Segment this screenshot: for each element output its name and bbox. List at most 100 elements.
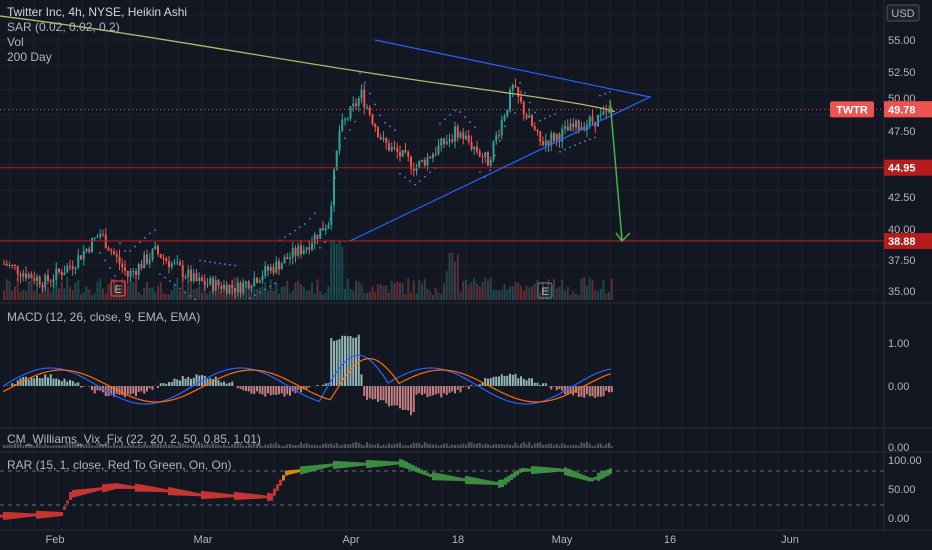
vix-bar: [333, 445, 335, 448]
vix-bar: [217, 444, 220, 448]
macd-bar: [242, 386, 245, 391]
legend-title[interactable]: Twitter Inc, 4h, NYSE, Heikin Ashi: [7, 5, 188, 19]
volume-bar: [451, 252, 454, 300]
rar-segment: [288, 470, 291, 475]
sar-dot: [304, 223, 306, 225]
rar-segment: [6, 512, 9, 520]
legend-vol[interactable]: Vol: [7, 35, 24, 49]
rar-segment: [81, 489, 84, 496]
candle: [478, 151, 481, 157]
rar-segment: [402, 460, 405, 468]
vix-bar: [239, 442, 242, 448]
candle: [294, 247, 297, 256]
vix-bar: [506, 444, 509, 448]
macd-bar: [517, 378, 520, 386]
macd-bar: [170, 381, 173, 386]
volume-bar: [599, 288, 602, 300]
macd-bar: [459, 386, 462, 393]
rar-segment: [156, 487, 159, 492]
legend-ma[interactable]: 200 Day: [7, 50, 52, 64]
sar-dot: [109, 267, 111, 269]
event-marker-box: [537, 282, 553, 299]
vix-bar: [283, 445, 286, 448]
macd-bar: [47, 377, 49, 386]
vix-bar: [379, 445, 382, 448]
volume-bar: [132, 282, 135, 300]
rar-segment: [399, 459, 402, 468]
macd-bar: [333, 340, 335, 386]
macd-bar: [580, 386, 583, 397]
candle: [404, 150, 407, 153]
sar-dot: [604, 92, 606, 95]
rar-segment: [468, 476, 471, 485]
rar-axis-tick: 0.00: [888, 513, 909, 525]
rar-segment: [120, 483, 123, 489]
volume-bar: [220, 291, 223, 300]
macd-bar: [451, 386, 454, 392]
macd-bar: [377, 386, 379, 402]
candle: [71, 266, 74, 270]
macd-bar: [610, 386, 613, 393]
rar-segment: [351, 461, 354, 467]
rar-segment: [582, 474, 585, 480]
rar-segment: [528, 468, 531, 472]
rar-segment: [504, 477, 507, 485]
legend-sar[interactable]: SAR (0.02, 0.02, 0.2): [7, 20, 120, 34]
rar-segment: [483, 479, 486, 485]
candle: [206, 284, 209, 286]
rar-segment: [459, 477, 462, 482]
rar-segment: [192, 492, 195, 497]
volume-bar: [319, 291, 322, 300]
sar-dot: [429, 171, 431, 174]
vix-bar: [368, 444, 371, 448]
rar-segment: [219, 493, 222, 499]
vix-bar: [522, 442, 525, 448]
sar-dot: [119, 242, 121, 245]
vix-bars: [3, 442, 613, 448]
vix-bar: [33, 445, 36, 448]
volume-bar: [597, 291, 599, 300]
rar-segment: [237, 492, 240, 500]
rar-segment: [72, 489, 75, 498]
vix-bar: [60, 445, 63, 448]
candle: [168, 261, 170, 268]
rar-segment: [48, 511, 51, 518]
vix-bar: [404, 445, 407, 448]
volume-bar: [107, 284, 110, 300]
vix-bar: [91, 445, 93, 448]
vix-bar: [588, 443, 591, 448]
macd-label[interactable]: MACD (12, 26, close, 9, EMA, EMA): [7, 310, 201, 324]
volume-bar: [575, 293, 577, 300]
rar-segment: [144, 485, 147, 492]
rar-label[interactable]: RAR (15, 1, close, Red To Green, On, On): [7, 458, 232, 472]
volume-bar: [327, 286, 330, 300]
macd-bar: [437, 386, 440, 394]
macd-bar: [421, 386, 423, 396]
macd-bar: [245, 386, 247, 392]
candle: [308, 247, 311, 250]
volume-bar: [506, 290, 509, 300]
sar-dot: [519, 81, 521, 84]
cm-label[interactable]: CM_Williams_Vix_Fix (22, 20, 2, 50, 0.85…: [7, 432, 261, 446]
candle: [278, 261, 280, 270]
sar-dot: [274, 282, 276, 285]
candle: [393, 146, 396, 148]
volume-bar: [258, 287, 261, 300]
volume-bar: [291, 290, 294, 300]
candle: [198, 277, 201, 282]
candle: [49, 280, 52, 282]
vix-bar: [509, 444, 511, 448]
volume-bar: [16, 277, 19, 300]
sar-dot: [404, 176, 406, 179]
macd-bar: [478, 384, 481, 386]
volume-bar: [179, 291, 181, 300]
candle: [154, 245, 157, 250]
volume-bar: [525, 285, 528, 300]
macd-bar: [121, 386, 124, 396]
candle: [201, 277, 203, 282]
vix-bar: [459, 444, 462, 448]
rar-segment: [384, 460, 387, 466]
volume-bar: [173, 283, 176, 300]
volume-bar: [564, 290, 566, 300]
sar-dot: [149, 232, 151, 235]
